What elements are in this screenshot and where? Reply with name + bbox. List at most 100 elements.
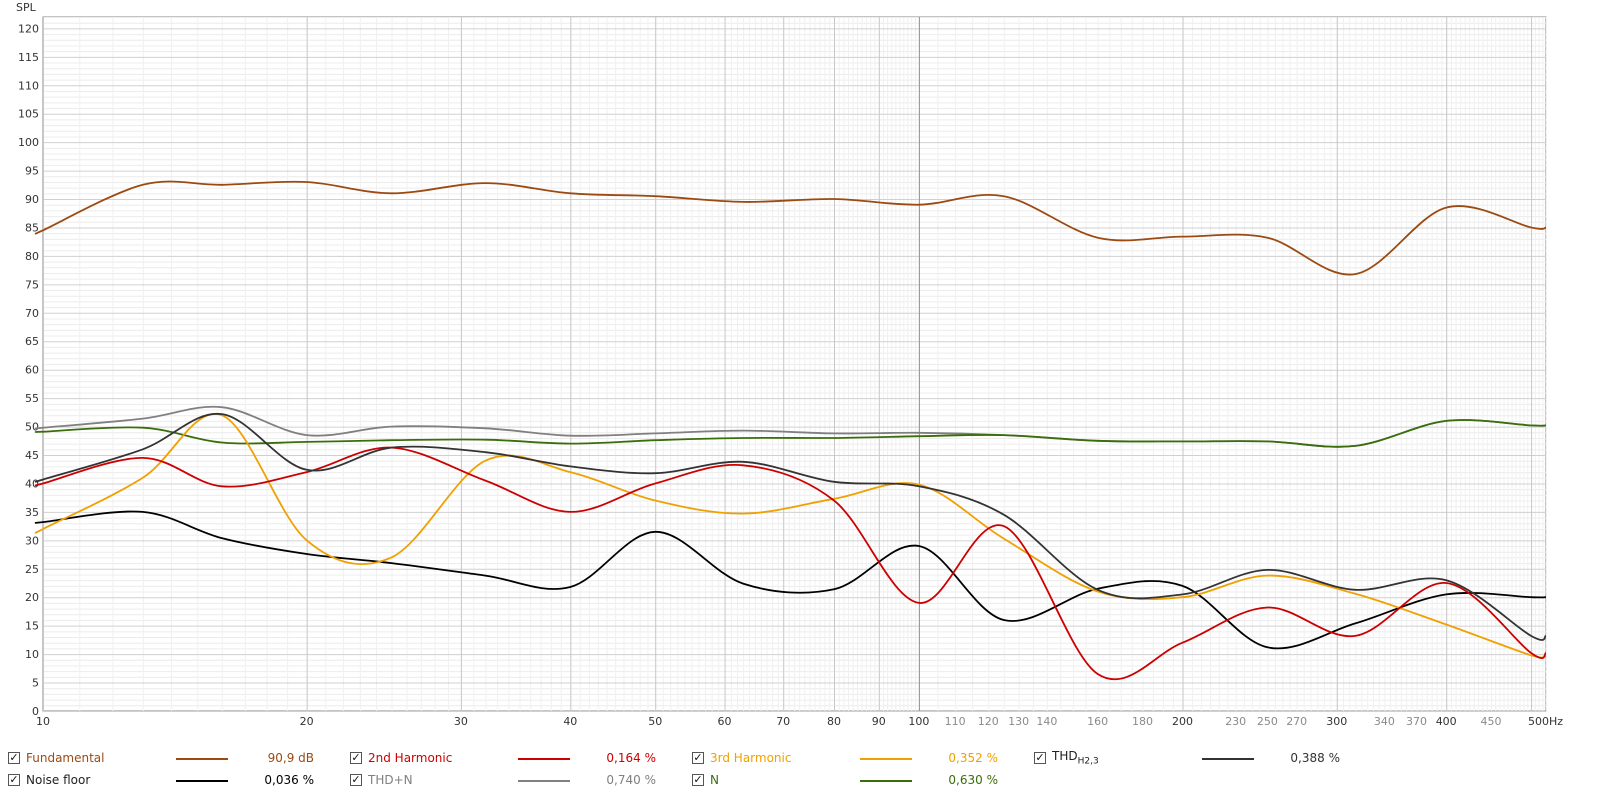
series-line-thd	[34, 413, 1547, 641]
legend-value: 0,388 %	[1290, 751, 1340, 765]
x-tick-label: 30	[454, 715, 468, 728]
x-tick-label: 80	[827, 715, 841, 728]
y-tick-label: 65	[25, 335, 39, 348]
y-tick-label: 20	[25, 591, 39, 604]
x-axis-unit-label: 500Hz	[1528, 715, 1563, 728]
y-tick-label: 55	[25, 392, 39, 405]
legend-checkbox[interactable]: ✓	[1034, 751, 1046, 764]
legend-value: 0,164 %	[606, 751, 656, 765]
legend-line-swatch	[176, 780, 228, 782]
y-tick-label: 30	[25, 534, 39, 547]
x-tick-label: 50	[648, 715, 662, 728]
y-tick-label: 120	[18, 22, 39, 35]
y-tick-label: 100	[18, 136, 39, 149]
y-tick-label: 45	[25, 449, 39, 462]
x-tick-label: 70	[776, 715, 790, 728]
legend-label: Fundamental	[26, 751, 105, 765]
x-tick-label: 230	[1225, 715, 1246, 728]
legend-label: N	[710, 773, 719, 787]
series-line-fundamental	[34, 180, 1547, 276]
x-tick-label: 200	[1172, 715, 1193, 728]
x-tick-label: 110	[945, 715, 966, 728]
legend-line-swatch	[1202, 758, 1254, 760]
legend-item-thd: ✓ THDH2,3	[1034, 748, 1099, 768]
y-tick-label: 0	[32, 705, 39, 718]
legend-line-swatch	[860, 758, 912, 760]
legend-label-subscript: H2,3	[1077, 756, 1099, 767]
legend-line-swatch	[518, 780, 570, 782]
series-line-2nd-harmonic	[34, 446, 1547, 681]
y-axis-ticks: 0 5 10 15 20 25 30 35 40 45 50 55 60 65 70 75 80 85 90 95 10…	[18, 22, 39, 718]
legend-checkbox[interactable]: ✓	[350, 773, 362, 786]
legend-value: 90,9 dB	[267, 751, 314, 765]
y-tick-label: 85	[25, 221, 39, 234]
legend-line-swatch	[860, 780, 912, 782]
legend-label: 2nd Harmonic	[368, 751, 453, 765]
legend-checkbox[interactable]: ✓	[350, 751, 362, 764]
y-tick-label: 5	[32, 677, 39, 690]
legend: ✓ Fundamental 90,9 dB ✓ 2nd Harmonic 0,164 % ✓…	[0, 748, 1608, 804]
legend-value: 0,036 %	[264, 773, 314, 787]
chart-series	[34, 180, 1547, 681]
legend-checkbox[interactable]: ✓	[692, 751, 704, 764]
y-tick-label: 115	[18, 51, 39, 64]
legend-item-thd-n: ✓ THD+N	[350, 770, 413, 790]
x-tick-label: 450	[1481, 715, 1502, 728]
y-tick-label: 40	[25, 477, 39, 490]
y-tick-label: 95	[25, 165, 39, 178]
x-tick-label: 180	[1132, 715, 1153, 728]
distortion-chart: 0 5 10 15 20 25 30 35 40 45 50 55 60 65 70 75 80 85 90 95 10…	[16, 1, 1563, 728]
legend-checkbox[interactable]: ✓	[692, 773, 704, 786]
legend-label: Noise floor	[26, 773, 91, 787]
legend-item-3rd-harmonic: ✓ 3rd Harmonic	[692, 748, 791, 768]
legend-item-2nd-harmonic: ✓ 2nd Harmonic	[350, 748, 452, 768]
chart-grid	[42, 16, 1547, 712]
y-tick-label: 75	[25, 278, 39, 291]
x-tick-label: 120	[978, 715, 999, 728]
legend-checkbox[interactable]: ✓	[8, 773, 20, 786]
legend-value: 0,352 %	[948, 751, 998, 765]
y-tick-label: 105	[18, 108, 39, 121]
y-tick-label: 110	[18, 79, 39, 92]
y-tick-label: 25	[25, 563, 39, 576]
legend-checkbox[interactable]: ✓	[8, 751, 20, 764]
legend-label: 3rd Harmonic	[710, 751, 792, 765]
x-tick-label: 400	[1436, 715, 1457, 728]
x-tick-label: 300	[1326, 715, 1347, 728]
y-tick-label: 80	[25, 250, 39, 263]
x-tick-label: 340	[1374, 715, 1395, 728]
y-axis-label: SPL	[16, 1, 37, 14]
legend-item-n: ✓ N	[692, 770, 719, 790]
legend-value: 0,740 %	[606, 773, 656, 787]
y-tick-label: 50	[25, 421, 39, 434]
legend-value: 0,630 %	[948, 773, 998, 787]
series-line-n	[34, 419, 1547, 448]
legend-item-noise-floor: ✓ Noise floor	[8, 770, 90, 790]
x-tick-label: 20	[300, 715, 314, 728]
x-tick-label: 370	[1406, 715, 1427, 728]
legend-item-fundamental: ✓ Fundamental	[8, 748, 105, 768]
x-tick-label: 60	[718, 715, 732, 728]
y-tick-label: 90	[25, 193, 39, 206]
x-tick-label: 100	[908, 715, 929, 728]
x-tick-label: 90	[872, 715, 886, 728]
legend-label: THD+N	[368, 773, 413, 787]
series-line-3rd-harmonic	[34, 412, 1547, 659]
series-line-noise-floor	[34, 510, 1547, 650]
legend-line-swatch	[518, 758, 570, 760]
y-tick-label: 15	[25, 620, 39, 633]
y-tick-label: 35	[25, 506, 39, 519]
x-axis-ticks: 10 20 30 40 50 60 70 80 90 100 110 120 130 140 160 180 2…	[36, 715, 1502, 728]
x-tick-label: 270	[1286, 715, 1307, 728]
legend-line-swatch	[176, 758, 228, 760]
x-tick-label: 140	[1036, 715, 1057, 728]
y-tick-label: 60	[25, 364, 39, 377]
x-tick-label: 160	[1087, 715, 1108, 728]
x-tick-label: 130	[1008, 715, 1029, 728]
x-tick-label: 10	[36, 715, 50, 728]
legend-label: THDH2,3	[1052, 749, 1099, 767]
x-tick-label: 40	[563, 715, 577, 728]
y-tick-label: 10	[25, 648, 39, 661]
y-tick-label: 70	[25, 307, 39, 320]
x-tick-label: 250	[1257, 715, 1278, 728]
